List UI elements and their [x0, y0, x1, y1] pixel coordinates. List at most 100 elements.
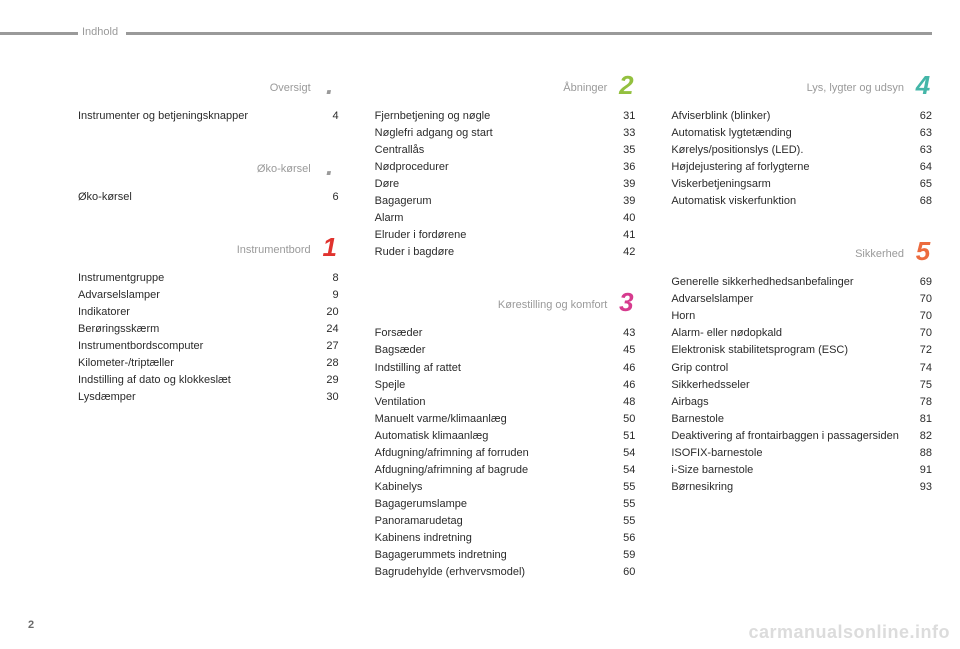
toc-entry: Fjernbetjening og nøgle31 — [375, 108, 636, 125]
entry-label: Kilometer-/triptæller — [78, 355, 315, 372]
toc-entry: Deaktivering af frontairbaggen i passage… — [671, 428, 932, 445]
entry-label: Berøringsskærm — [78, 321, 315, 338]
entry-label: Advarselslamper — [671, 291, 908, 308]
toc-column: Lys, lygter og udsyn 4 Afviserblink (blink… — [671, 72, 932, 609]
entry-label: Indstilling af rattet — [375, 360, 612, 377]
toc-entry: Forsæder43 — [375, 325, 636, 342]
entry-page: 81 — [908, 411, 932, 428]
toc-column: Oversigt. Instrumenter og betjeningsknapp… — [78, 72, 339, 609]
header-rule-left — [0, 32, 78, 35]
entry-label: Spejle — [375, 377, 612, 394]
entry-label: Fjernbetjening og nøgle — [375, 108, 612, 125]
entry-page: 46 — [611, 360, 635, 377]
section-header: Sikkerhed5 — [671, 238, 932, 264]
toc-entry: Kørelys/positionslys (LED).63 — [671, 142, 932, 159]
toc-entry: Generelle sikkerhedhedsanbefalinger69 — [671, 274, 932, 291]
entry-label: Elektronisk stabilitetsprogram (ESC) — [671, 342, 908, 359]
entry-label: Ruder i bagdøre — [375, 244, 612, 261]
toc-entry: Ventilation48 — [375, 394, 636, 411]
section-header-wrap: Lys, lygter og udsyn — [671, 76, 908, 94]
entry-page: 54 — [611, 462, 635, 479]
entry-label: Instrumentgruppe — [78, 270, 315, 287]
toc-entry: Kilometer-/triptæller28 — [78, 355, 339, 372]
section-header-wrap: Kørestilling og komfort — [375, 293, 612, 311]
entry-label: Alarm- eller nødopkald — [671, 325, 908, 342]
section-number: . — [321, 153, 339, 179]
toc-column: Åbninger2 Fjernbetjening og nøgle31Nøglef… — [375, 72, 636, 609]
entry-page: 41 — [611, 227, 635, 244]
toc-entry: Afviserblink (blinker)62 — [671, 108, 932, 125]
entry-page: 72 — [908, 342, 932, 359]
section-title: Åbninger — [375, 76, 612, 94]
toc-entry: Instrumentbordscomputer27 — [78, 338, 339, 355]
section-header-wrap: Sikkerhed — [671, 242, 908, 260]
entry-page: 43 — [611, 325, 635, 342]
entry-page: 9 — [315, 287, 339, 304]
toc-entry: Berøringsskærm24 — [78, 321, 339, 338]
section-title: Lys, lygter og udsyn — [671, 76, 908, 94]
entry-page: 28 — [315, 355, 339, 372]
toc-entry: Automatisk viskerfunktion68 — [671, 193, 932, 210]
section-title: Kørestilling og komfort — [375, 293, 612, 311]
entry-label: Instrumenter og betjeningsknapper — [78, 108, 315, 125]
entry-label: Nødprocedurer — [375, 159, 612, 176]
entry-label: Generelle sikkerhedhedsanbefalinger — [671, 274, 908, 291]
entry-label: Indstilling af dato og klokkeslæt — [78, 372, 315, 389]
section-entries: Instrumenter og betjeningsknapper4 — [78, 108, 339, 125]
toc-entry: Spejle46 — [375, 377, 636, 394]
entry-label: Centrallås — [375, 142, 612, 159]
section-title: Instrumentbord — [78, 238, 315, 256]
toc-entry: Bagsæder45 — [375, 342, 636, 359]
entry-label: Afdugning/afrimning af forruden — [375, 445, 612, 462]
toc-entry: Alarm40 — [375, 210, 636, 227]
toc-entry: Afdugning/afrimning af bagrude54 — [375, 462, 636, 479]
toc-section: Øko-kørsel. Øko-kørsel6 — [78, 153, 339, 206]
section-number: 1 — [321, 234, 339, 260]
entry-page: 91 — [908, 462, 932, 479]
toc-section: Åbninger2 Fjernbetjening og nøgle31Nøglef… — [375, 72, 636, 261]
entry-label: Alarm — [375, 210, 612, 227]
toc-entry: Øko-kørsel6 — [78, 189, 339, 206]
toc-entry: i-Size barnestole91 — [671, 462, 932, 479]
entry-page: 46 — [611, 377, 635, 394]
entry-page: 30 — [315, 389, 339, 406]
section-number: 4 — [914, 72, 932, 98]
toc-entry: Kabinens indretning56 — [375, 530, 636, 547]
section-header-wrap: Oversigt — [78, 76, 315, 94]
toc-entry: Elektronisk stabilitetsprogram (ESC)72 — [671, 342, 932, 359]
entry-page: 4 — [315, 108, 339, 125]
section-entries: Generelle sikkerhedhedsanbefalinger69Adv… — [671, 274, 932, 496]
entry-page: 63 — [908, 142, 932, 159]
entry-label: Bagagerummets indretning — [375, 547, 612, 564]
entry-page: 29 — [315, 372, 339, 389]
toc-entry: Advarselslamper9 — [78, 287, 339, 304]
entry-page: 82 — [908, 428, 932, 445]
entry-label: Nøglefri adgang og start — [375, 125, 612, 142]
entry-page: 69 — [908, 274, 932, 291]
entry-label: Airbags — [671, 394, 908, 411]
entry-page: 64 — [908, 159, 932, 176]
toc-entry: Bagagerum39 — [375, 193, 636, 210]
toc-entry: Ruder i bagdøre42 — [375, 244, 636, 261]
toc-entry: Elruder i fordørene41 — [375, 227, 636, 244]
entry-page: 70 — [908, 325, 932, 342]
entry-label: Børnesikring — [671, 479, 908, 496]
entry-page: 31 — [611, 108, 635, 125]
toc-entry: Automatisk lygtetænding63 — [671, 125, 932, 142]
entry-label: Kabinens indretning — [375, 530, 612, 547]
section-header-wrap: Øko-kørsel — [78, 157, 315, 175]
section-entries: Afviserblink (blinker)62Automatisk lygte… — [671, 108, 932, 210]
toc-entry: Horn70 — [671, 308, 932, 325]
entry-label: Bagagerumslampe — [375, 496, 612, 513]
toc-entry: Indstilling af rattet46 — [375, 360, 636, 377]
toc-entry: Nøglefri adgang og start33 — [375, 125, 636, 142]
toc-entry: Viskerbetjeningsarm65 — [671, 176, 932, 193]
section-header: Åbninger2 — [375, 72, 636, 98]
section-header: Kørestilling og komfort3 — [375, 289, 636, 315]
entry-label: Grip control — [671, 360, 908, 377]
section-header: Lys, lygter og udsyn 4 — [671, 72, 932, 98]
entry-page: 55 — [611, 496, 635, 513]
entry-label: Lysdæmper — [78, 389, 315, 406]
entry-page: 39 — [611, 193, 635, 210]
toc-section: Instrumentbord1Instrumentgruppe8Advarsel… — [78, 234, 339, 406]
